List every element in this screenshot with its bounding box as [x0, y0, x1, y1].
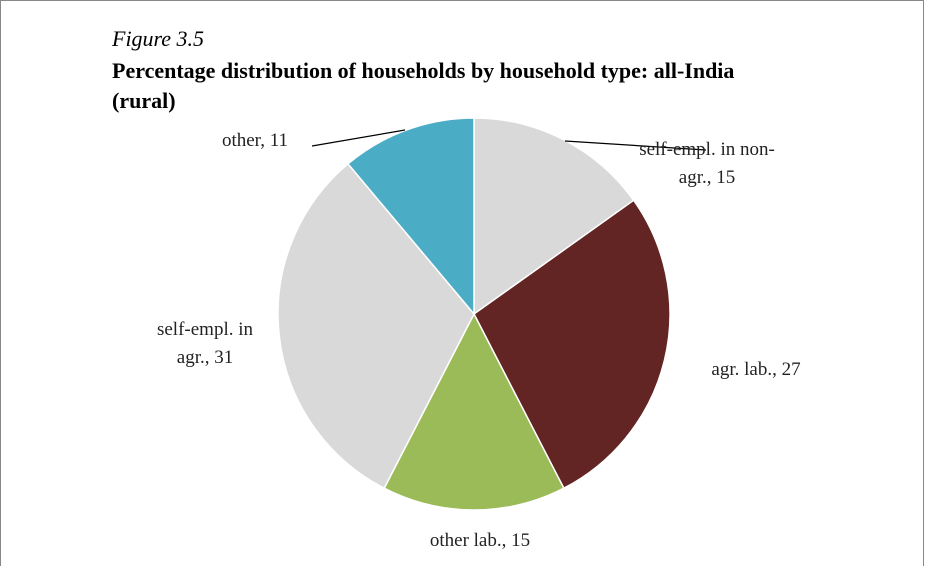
figure-label: Figure 3.5	[112, 26, 205, 51]
data-label: self-empl. in agr., 31	[156, 319, 254, 368]
chart-title: Percentage distribution of households by…	[112, 58, 735, 113]
leader-line	[311, 129, 406, 147]
pie-slice: other lab.	[383, 312, 565, 511]
pie-slice: self-empl. in non-agr.	[473, 117, 635, 316]
data-label: other, 11	[221, 130, 289, 151]
leader-line	[564, 140, 707, 151]
data-label: agr. lab., 27	[711, 359, 801, 380]
pie-slice: other	[346, 117, 475, 317]
pie-slice: self-empl. in agr.	[277, 162, 475, 490]
data-label: other lab., 15	[429, 530, 531, 551]
pie-slice: agr. lab.	[473, 199, 671, 490]
data-label: self-empl. in non-agr., 15	[639, 139, 775, 188]
